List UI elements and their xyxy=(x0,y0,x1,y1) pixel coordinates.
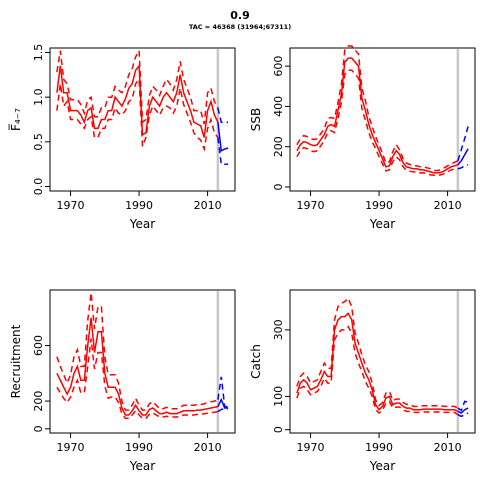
catch-ytick-label: 300 xyxy=(272,319,285,340)
catch-forecast-lower-line xyxy=(457,412,469,418)
f-y-axis-label: F̅₄₋₇ xyxy=(8,108,23,131)
f-estimate-lower-line xyxy=(56,77,219,152)
catch-plot-frame xyxy=(289,289,476,434)
catch-ytick-label: 0 xyxy=(272,426,285,433)
f-estimate-line xyxy=(56,63,219,138)
ssb-plot-frame xyxy=(289,47,476,192)
rec-forecast-lower-line xyxy=(217,407,229,413)
ssb-ytick-label: 200 xyxy=(272,136,285,157)
ssb-ytick-label: 600 xyxy=(272,56,285,77)
figure-title: 0.9 xyxy=(230,9,250,22)
rec-plot-frame xyxy=(49,289,236,434)
f-x-axis-label: Year xyxy=(129,217,155,231)
ssb-forecast-upper-line xyxy=(457,126,469,162)
f-ytick-label: 1.5 xyxy=(32,44,45,62)
catch-forecast-upper-line xyxy=(457,400,469,412)
ssb-estimate-lower-line xyxy=(296,69,458,177)
catch-estimate-upper-line xyxy=(296,296,459,409)
catch-xtick-label: 2010 xyxy=(434,441,462,454)
ssb-xtick-label: 1990 xyxy=(365,199,393,212)
rec-xtick-label: 1970 xyxy=(57,441,85,454)
ssb-estimate-upper-line xyxy=(296,45,459,172)
f-ytick-label: 0.5 xyxy=(32,133,45,151)
catch-estimate-line xyxy=(296,312,459,413)
f-estimate-upper-line xyxy=(56,48,219,125)
ssb-forecast-line xyxy=(457,148,469,166)
f-xtick-label: 2010 xyxy=(194,199,222,212)
f-plot-frame xyxy=(49,47,236,192)
ssb-x-axis-label: Year xyxy=(369,217,395,231)
f-xtick-label: 1970 xyxy=(57,199,85,212)
ssb-forecast-lower-line xyxy=(457,164,469,170)
f-ytick-label: 0.0 xyxy=(32,178,45,196)
f-ytick-label: 1.0 xyxy=(32,88,45,106)
catch-estimate-lower-line xyxy=(296,325,459,416)
figure-subtitle: TAC = 46368 (31964;67311) xyxy=(188,23,292,31)
rec-ytick-label: 200 xyxy=(32,391,45,412)
catch-ytick-label: 100 xyxy=(272,386,285,407)
rec-ytick-label: 0 xyxy=(32,425,45,432)
rec-y-axis-label: Recruitment xyxy=(9,324,23,398)
rec-ytick-label: 600 xyxy=(32,335,45,356)
rec-forecast-line xyxy=(217,397,229,409)
f-xtick-label: 1990 xyxy=(125,199,153,212)
ssb-xtick-label: 2010 xyxy=(434,199,462,212)
rec-forecast-upper-line xyxy=(217,376,229,408)
f-forecast-line xyxy=(217,122,229,152)
rec-estimate-line xyxy=(56,317,219,416)
rec-x-axis-label: Year xyxy=(129,459,155,473)
ssb-ytick-label: 400 xyxy=(272,96,285,117)
rec-estimate-upper-line xyxy=(56,292,219,411)
ssb-xtick-label: 1970 xyxy=(297,199,325,212)
catch-xtick-label: 1970 xyxy=(297,441,325,454)
f-forecast-upper-line xyxy=(217,107,229,123)
rec-xtick-label: 1990 xyxy=(125,441,153,454)
ssb-ytick-label: 0 xyxy=(272,183,285,190)
catch-x-axis-label: Year xyxy=(369,459,395,473)
rec-xtick-label: 2010 xyxy=(194,441,222,454)
catch-y-axis-label: Catch xyxy=(249,344,263,379)
catch-xtick-label: 1990 xyxy=(365,441,393,454)
catch-forecast-line xyxy=(457,407,469,414)
ssb-y-axis-label: SSB xyxy=(249,108,263,131)
f-forecast-lower-line xyxy=(217,137,229,165)
ssb-estimate-line xyxy=(296,57,459,174)
